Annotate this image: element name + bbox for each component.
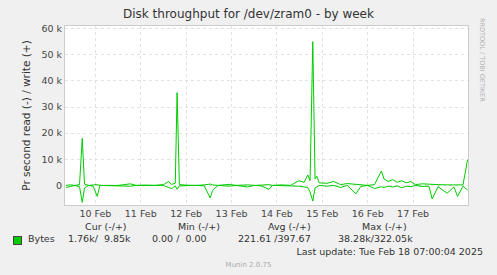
svg-text:30 k: 30 k bbox=[41, 101, 62, 112]
svg-text:13 Feb: 13 Feb bbox=[216, 208, 248, 219]
svg-text:11 Feb: 11 Feb bbox=[125, 208, 157, 219]
html-text:38.28k/322.05k: 38.28k/322.05k bbox=[338, 233, 413, 244]
svg-text:10 k: 10 k bbox=[41, 154, 62, 165]
svg-text:12 Feb: 12 Feb bbox=[170, 208, 202, 219]
html-text:Min (-/+): Min (-/+) bbox=[178, 221, 220, 232]
html-text:1.76k/ 9.85k: 1.76k/ 9.85k bbox=[68, 233, 131, 244]
svg-text:14 Feb: 14 Feb bbox=[261, 208, 293, 219]
html-text:Munin 2.0.75: Munin 2.0.75 bbox=[225, 261, 272, 269]
svg-text:50 k: 50 k bbox=[41, 49, 62, 60]
html-text:Max (-/+): Max (-/+) bbox=[362, 221, 407, 232]
svg-text:60 k: 60 k bbox=[41, 23, 62, 34]
svg-text:17 Feb: 17 Feb bbox=[397, 208, 429, 219]
svg-text:40 k: 40 k bbox=[41, 75, 62, 86]
svg-text:Pr second read (-) / write (+): Pr second read (-) / write (+) bbox=[20, 40, 32, 191]
svg-text:10 Feb: 10 Feb bbox=[79, 208, 111, 219]
html-text:Avg (-/+): Avg (-/+) bbox=[268, 221, 311, 232]
html-text:Last update: Tue Feb 18 07:00:: Last update: Tue Feb 18 07:00:04 2025 bbox=[296, 246, 483, 257]
svg-text:15 Feb: 15 Feb bbox=[306, 208, 338, 219]
svg-text:Disk throughput for /dev/zram0: Disk throughput for /dev/zram0 - by week bbox=[123, 7, 374, 21]
html-text:Bytes: Bytes bbox=[28, 233, 55, 244]
html-text:221.61 /397.67: 221.61 /397.67 bbox=[238, 233, 311, 244]
svg-text:0: 0 bbox=[56, 180, 62, 191]
html-text:RRDTOOL / TOBI OETIKER: RRDTOOL / TOBI OETIKER bbox=[478, 18, 486, 102]
svg-text:16 Feb: 16 Feb bbox=[352, 208, 384, 219]
svg-text:20 k: 20 k bbox=[41, 127, 62, 138]
html-text:0.00 / 0.00: 0.00 / 0.00 bbox=[152, 233, 207, 244]
html-text:Cur (-/+): Cur (-/+) bbox=[85, 221, 127, 232]
